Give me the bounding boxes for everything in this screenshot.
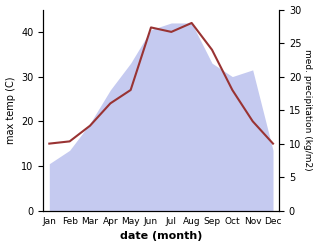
Y-axis label: med. precipitation (kg/m2): med. precipitation (kg/m2) — [303, 49, 313, 171]
X-axis label: date (month): date (month) — [120, 231, 202, 242]
Y-axis label: max temp (C): max temp (C) — [5, 76, 16, 144]
